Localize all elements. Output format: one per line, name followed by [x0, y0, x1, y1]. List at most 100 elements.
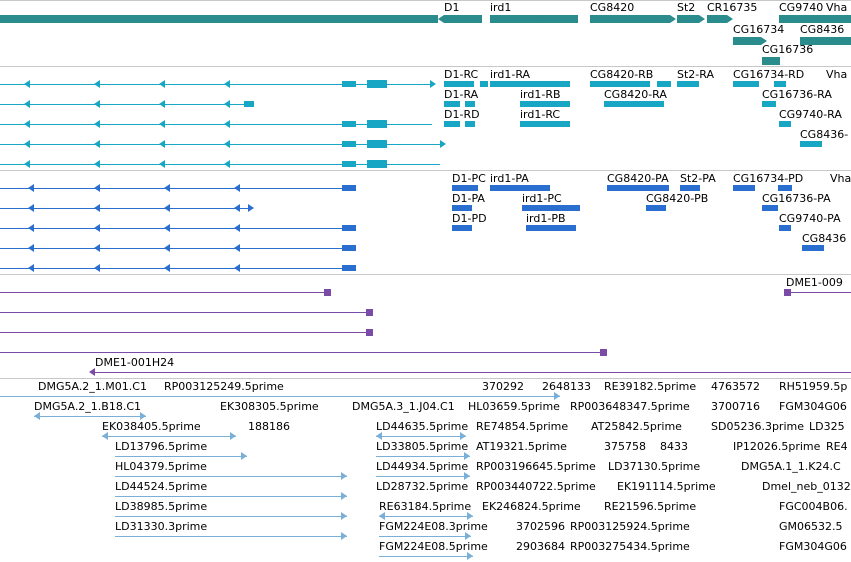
gene-label[interactable]: ird1	[490, 1, 512, 14]
est-label[interactable]: AT25842.5prime	[591, 420, 682, 433]
est-arrow[interactable]	[341, 492, 347, 500]
gene-label[interactable]: CR16735	[707, 1, 758, 14]
transcript-line[interactable]	[0, 164, 440, 165]
est-line[interactable]	[115, 456, 247, 457]
cdna-marker[interactable]	[366, 309, 373, 316]
est-label[interactable]: EK308305.5prime	[220, 400, 319, 413]
est-label[interactable]: RP003275434.5prime	[570, 540, 690, 553]
transcript-label[interactable]: ird1-RA	[490, 68, 531, 81]
cds-label[interactable]: Vha	[830, 172, 851, 185]
mrna-arrow[interactable]	[24, 140, 30, 148]
mrna-arrow[interactable]	[159, 120, 165, 128]
cds-arrow[interactable]	[164, 184, 170, 192]
cds-line[interactable]	[0, 228, 356, 229]
gene-label[interactable]: CG8420	[590, 1, 635, 14]
est-label[interactable]: LD33805.5prime	[376, 440, 469, 453]
gene-arrow[interactable]	[727, 15, 733, 23]
mrna-arrow[interactable]	[224, 100, 230, 108]
est-label[interactable]: RE74854.5prime	[476, 420, 569, 433]
cds-arrow[interactable]	[164, 224, 170, 232]
mrna-exon[interactable]	[342, 161, 356, 167]
mrna-arrow[interactable]	[24, 120, 30, 128]
est-line[interactable]	[376, 456, 470, 457]
est-label[interactable]: Dmel_neb_0132	[762, 480, 851, 493]
cds-arrow[interactable]	[248, 204, 254, 212]
mrna-arrow[interactable]	[94, 80, 100, 88]
cds-exon[interactable]	[490, 185, 550, 191]
mrna-arrow[interactable]	[159, 160, 165, 168]
cds-exon[interactable]	[452, 205, 472, 211]
est-line[interactable]	[376, 436, 466, 437]
est-arrow[interactable]	[102, 432, 108, 440]
mrna-exon[interactable]	[444, 121, 460, 127]
est-arrow[interactable]	[465, 532, 471, 540]
cds-exon[interactable]	[342, 245, 356, 251]
est-line[interactable]	[376, 476, 470, 477]
est-label[interactable]: 370292	[482, 380, 524, 393]
cds-label[interactable]: D1-PA	[452, 192, 485, 205]
cds-arrow[interactable]	[164, 244, 170, 252]
cds-label[interactable]: D1-PD	[452, 212, 487, 225]
mrna-arrow[interactable]	[224, 160, 230, 168]
mrna-exon[interactable]	[444, 101, 460, 107]
transcript-label[interactable]: St2-RA	[677, 68, 714, 81]
cds-exon[interactable]	[452, 185, 478, 191]
cdna-line[interactable]	[0, 312, 372, 313]
cdna-marker[interactable]	[784, 289, 791, 296]
cds-exon[interactable]	[778, 185, 792, 191]
gene-label[interactable]: Vha	[826, 1, 848, 14]
est-label[interactable]: LD44934.5prime	[376, 460, 469, 473]
cds-exon[interactable]	[342, 265, 356, 271]
est-label[interactable]: FGM304G06	[779, 540, 847, 553]
est-label[interactable]: 2903684	[516, 540, 565, 553]
transcript-label[interactable]: D1-RD	[444, 108, 480, 121]
cds-line[interactable]	[0, 268, 356, 269]
est-line[interactable]	[379, 556, 473, 557]
est-label[interactable]: HL03659.5prime	[468, 400, 560, 413]
mrna-exon[interactable]	[590, 81, 650, 87]
gene-label[interactable]: D1	[444, 1, 460, 14]
mrna-exon[interactable]	[244, 101, 254, 107]
est-label[interactable]: EK246824.5prime	[482, 500, 581, 513]
mrna-exon[interactable]	[762, 101, 776, 107]
est-line[interactable]	[115, 496, 347, 497]
mrna-arrow[interactable]	[159, 140, 165, 148]
mrna-exon[interactable]	[520, 101, 570, 107]
cds-label[interactable]: CG16736-PA	[762, 192, 831, 205]
cds-label[interactable]: D1-PC	[452, 172, 486, 185]
cds-label[interactable]: CG9740-PA	[779, 212, 841, 225]
est-arrow[interactable]	[241, 452, 247, 460]
cds-arrow[interactable]	[94, 244, 100, 252]
cds-arrow[interactable]	[94, 224, 100, 232]
gene-bar[interactable]	[590, 15, 670, 23]
cdna-marker[interactable]	[600, 349, 607, 356]
est-label[interactable]: LD44635.5prime	[376, 420, 469, 433]
cds-line[interactable]	[0, 188, 356, 189]
transcript-label[interactable]: ird1-RC	[520, 108, 561, 121]
est-label[interactable]: RP003648347.5prime	[570, 400, 690, 413]
est-label[interactable]: 3700716	[711, 400, 760, 413]
est-label[interactable]: RH51959.5p	[779, 380, 848, 393]
est-label[interactable]: RE63184.5prime	[379, 500, 472, 513]
transcript-label[interactable]: CG8420-RB	[590, 68, 654, 81]
mrna-exon[interactable]	[465, 121, 475, 127]
transcript-label[interactable]: CG16734-RD	[733, 68, 805, 81]
est-label[interactable]: FGC004B06.	[779, 500, 848, 513]
est-label[interactable]: RE4	[826, 440, 848, 453]
est-arrow[interactable]	[379, 512, 385, 520]
cdna-line[interactable]	[95, 372, 851, 373]
gene-bar[interactable]	[707, 15, 727, 23]
mrna-exon[interactable]	[342, 141, 356, 147]
gene-label[interactable]: St2	[677, 1, 696, 14]
gene-bar[interactable]	[0, 15, 438, 23]
est-label[interactable]: DMG5A.1_1.K24.C	[741, 460, 841, 473]
mrna-arrow[interactable]	[224, 80, 230, 88]
cdna-line[interactable]	[0, 352, 606, 353]
cds-arrow[interactable]	[234, 184, 240, 192]
est-label[interactable]: RP003125924.5prime	[570, 520, 690, 533]
transcript-line[interactable]	[0, 144, 442, 145]
cdna-marker[interactable]	[366, 329, 373, 336]
mrna-exon[interactable]	[657, 81, 671, 87]
cdna-label[interactable]: DME1-009	[786, 276, 843, 289]
gene-bar[interactable]	[444, 15, 482, 23]
